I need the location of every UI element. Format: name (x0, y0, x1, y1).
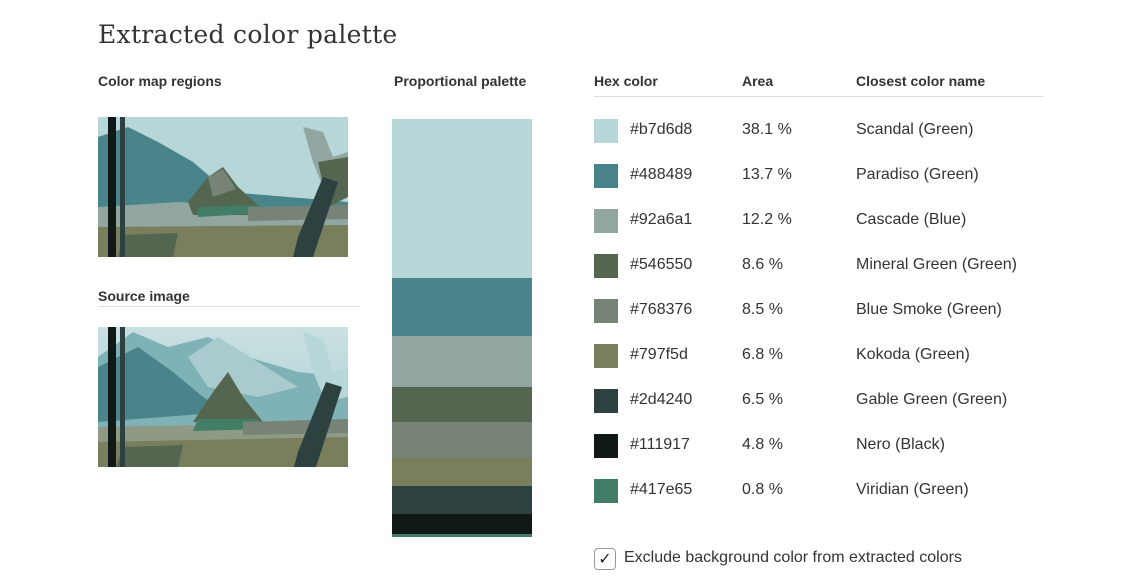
table-row: #2d4240 6.5 % Gable Green (Green) (594, 389, 1054, 415)
area-value: 4.8 % (742, 436, 783, 453)
name-heading: Closest color name (856, 73, 986, 89)
color-swatch (594, 164, 618, 188)
table-row: #488489 13.7 % Paradiso (Green) (594, 164, 1054, 190)
table-row: #546550 8.6 % Mineral Green (Green) (594, 254, 1054, 280)
color-name: Scandal (Green) (856, 121, 974, 138)
hex-value: #768376 (630, 301, 693, 318)
palette-segment (392, 386, 532, 423)
table-row: #b7d6d8 38.1 % Scandal (Green) (594, 119, 1054, 145)
color-name: Viridian (Green) (856, 481, 969, 498)
color-swatch (594, 344, 618, 368)
area-value: 12.2 % (742, 211, 792, 228)
palette-segment (392, 422, 532, 458)
area-value: 6.5 % (742, 391, 783, 408)
regions-heading: Color map regions (98, 73, 222, 89)
color-name: Kokoda (Green) (856, 346, 970, 363)
color-swatch (594, 299, 618, 323)
area-value: 38.1 % (742, 121, 792, 138)
hex-value: #2d4240 (630, 391, 693, 408)
palette-segment (392, 533, 532, 537)
source-heading: Source image (98, 288, 190, 304)
palette-segment (392, 278, 532, 336)
area-value: 8.6 % (742, 256, 783, 273)
color-swatch (594, 389, 618, 413)
source-image (98, 327, 348, 467)
hex-value: #797f5d (630, 346, 688, 363)
color-swatch (594, 479, 618, 503)
palette-segment (392, 457, 532, 487)
color-swatch (594, 209, 618, 233)
table-row: #768376 8.5 % Blue Smoke (Green) (594, 299, 1054, 325)
palette-heading: Proportional palette (394, 73, 527, 89)
hex-heading: Hex color (594, 73, 658, 89)
color-name: Gable Green (Green) (856, 391, 1008, 408)
table-row: #797f5d 6.8 % Kokoda (Green) (594, 344, 1054, 370)
area-value: 8.5 % (742, 301, 783, 318)
color-swatch (594, 254, 618, 278)
table-row: #92a6a1 12.2 % Cascade (Blue) (594, 209, 1054, 235)
palette-segment (392, 335, 532, 387)
hex-value: #b7d6d8 (630, 121, 693, 138)
page-title: Extracted color palette (98, 20, 398, 49)
color-swatch (594, 434, 618, 458)
palette-segment (392, 486, 532, 514)
color-name: Mineral Green (Green) (856, 256, 1017, 273)
hex-value: #92a6a1 (630, 211, 693, 228)
exclude-background-label[interactable]: Exclude background color from extracted … (624, 549, 962, 566)
color-swatch (594, 119, 618, 143)
color-map-image (98, 117, 348, 257)
hex-value: #546550 (630, 256, 693, 273)
palette-segment (392, 119, 532, 279)
area-value: 6.8 % (742, 346, 783, 363)
color-name: Blue Smoke (Green) (856, 301, 1002, 318)
color-name: Cascade (Blue) (856, 211, 967, 228)
hex-value: #417e65 (630, 481, 693, 498)
hex-value: #488489 (630, 166, 693, 183)
table-header-divider (594, 96, 1044, 97)
area-value: 0.8 % (742, 481, 783, 498)
table-row: #417e65 0.8 % Viridian (Green) (594, 479, 1054, 505)
area-heading: Area (742, 73, 774, 89)
proportional-palette-bar (392, 119, 532, 537)
palette-segment (392, 513, 532, 534)
area-value: 13.7 % (742, 166, 792, 183)
source-divider (98, 306, 360, 307)
exclude-background-checkbox[interactable]: ✓ (594, 548, 616, 570)
table-row: #111917 4.8 % Nero (Black) (594, 434, 1054, 460)
hex-value: #111917 (630, 436, 690, 453)
color-name: Paradiso (Green) (856, 166, 979, 183)
color-name: Nero (Black) (856, 436, 945, 453)
